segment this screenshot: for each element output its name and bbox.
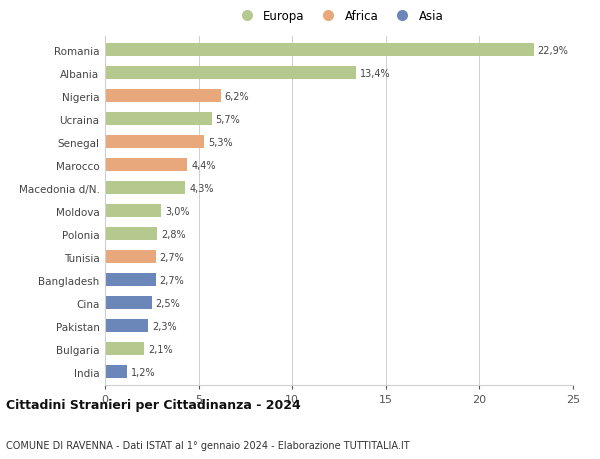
Text: 2,7%: 2,7% xyxy=(159,275,184,285)
Text: Cittadini Stranieri per Cittadinanza - 2024: Cittadini Stranieri per Cittadinanza - 2… xyxy=(6,398,301,411)
Text: COMUNE DI RAVENNA - Dati ISTAT al 1° gennaio 2024 - Elaborazione TUTTITALIA.IT: COMUNE DI RAVENNA - Dati ISTAT al 1° gen… xyxy=(6,440,410,450)
Bar xyxy=(105,228,157,241)
Text: 3,0%: 3,0% xyxy=(165,206,190,216)
Text: 2,8%: 2,8% xyxy=(161,229,186,239)
Bar xyxy=(105,342,145,355)
Bar xyxy=(105,205,161,218)
Bar xyxy=(105,274,155,286)
Legend: Europa, Africa, Asia: Europa, Africa, Asia xyxy=(230,5,448,28)
Text: 2,5%: 2,5% xyxy=(155,298,180,308)
Bar xyxy=(105,251,155,263)
Text: 1,2%: 1,2% xyxy=(131,367,156,377)
Bar xyxy=(105,90,221,103)
Text: 4,4%: 4,4% xyxy=(191,160,215,170)
Bar xyxy=(105,365,127,378)
Bar xyxy=(105,297,152,309)
Bar xyxy=(105,44,533,57)
Text: 4,3%: 4,3% xyxy=(189,183,214,193)
Bar xyxy=(105,159,187,172)
Text: 5,3%: 5,3% xyxy=(208,137,233,147)
Bar xyxy=(105,182,185,195)
Text: 5,7%: 5,7% xyxy=(215,114,240,124)
Text: 2,7%: 2,7% xyxy=(159,252,184,262)
Text: 2,1%: 2,1% xyxy=(148,344,173,354)
Text: 2,3%: 2,3% xyxy=(152,321,176,331)
Bar xyxy=(105,67,356,80)
Bar xyxy=(105,113,212,126)
Text: 13,4%: 13,4% xyxy=(359,68,390,78)
Text: 22,9%: 22,9% xyxy=(538,45,568,56)
Bar xyxy=(105,319,148,332)
Bar xyxy=(105,136,204,149)
Text: 6,2%: 6,2% xyxy=(225,91,250,101)
